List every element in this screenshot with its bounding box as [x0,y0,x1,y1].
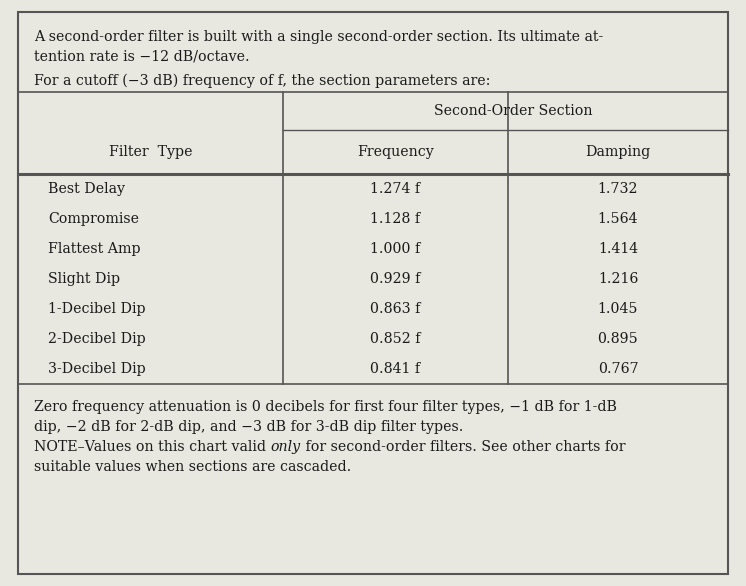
Text: tention rate is −12 dB/octave.: tention rate is −12 dB/octave. [34,50,250,64]
Text: Compromise: Compromise [48,212,139,226]
Text: 0.841 f: 0.841 f [371,362,421,376]
Text: 1.000 f: 1.000 f [370,242,421,256]
Text: Best Delay: Best Delay [48,182,125,196]
Text: 1-Decibel Dip: 1-Decibel Dip [48,302,145,316]
Text: 1.274 f: 1.274 f [371,182,421,196]
Text: 1.564: 1.564 [598,212,639,226]
Text: 0.863 f: 0.863 f [370,302,421,316]
Text: A second-order filter is built with a single second-order section. Its ultimate : A second-order filter is built with a si… [34,30,604,44]
Text: NOTE–Values on this chart valid: NOTE–Values on this chart valid [34,440,271,454]
Text: Flattest Amp: Flattest Amp [48,242,141,256]
Text: 1.128 f: 1.128 f [371,212,421,226]
Text: 3-Decibel Dip: 3-Decibel Dip [48,362,145,376]
Text: Second-Order Section: Second-Order Section [434,104,593,118]
Text: Zero frequency attenuation is 0 decibels for first four filter types, −1 dB for : Zero frequency attenuation is 0 decibels… [34,400,617,414]
Text: Filter  Type: Filter Type [109,145,192,159]
Text: For a cutoff (−3 dB) frequency of f, the section parameters are:: For a cutoff (−3 dB) frequency of f, the… [34,74,491,88]
Text: 0.929 f: 0.929 f [370,272,421,286]
Text: dip, −2 dB for 2-dB dip, and −3 dB for 3-dB dip filter types.: dip, −2 dB for 2-dB dip, and −3 dB for 3… [34,420,463,434]
Text: 0.895: 0.895 [598,332,639,346]
Text: 1.045: 1.045 [598,302,639,316]
Text: 1.732: 1.732 [598,182,639,196]
Text: Frequency: Frequency [357,145,434,159]
Text: 1.414: 1.414 [598,242,638,256]
Text: Slight Dip: Slight Dip [48,272,120,286]
Text: only: only [271,440,301,454]
Text: 0.852 f: 0.852 f [370,332,421,346]
Text: suitable values when sections are cascaded.: suitable values when sections are cascad… [34,460,351,474]
Text: 2-Decibel Dip: 2-Decibel Dip [48,332,145,346]
Text: Damping: Damping [586,145,651,159]
Text: 0.767: 0.767 [598,362,639,376]
Text: for second-order filters. See other charts for: for second-order filters. See other char… [301,440,625,454]
Text: 1.216: 1.216 [598,272,638,286]
